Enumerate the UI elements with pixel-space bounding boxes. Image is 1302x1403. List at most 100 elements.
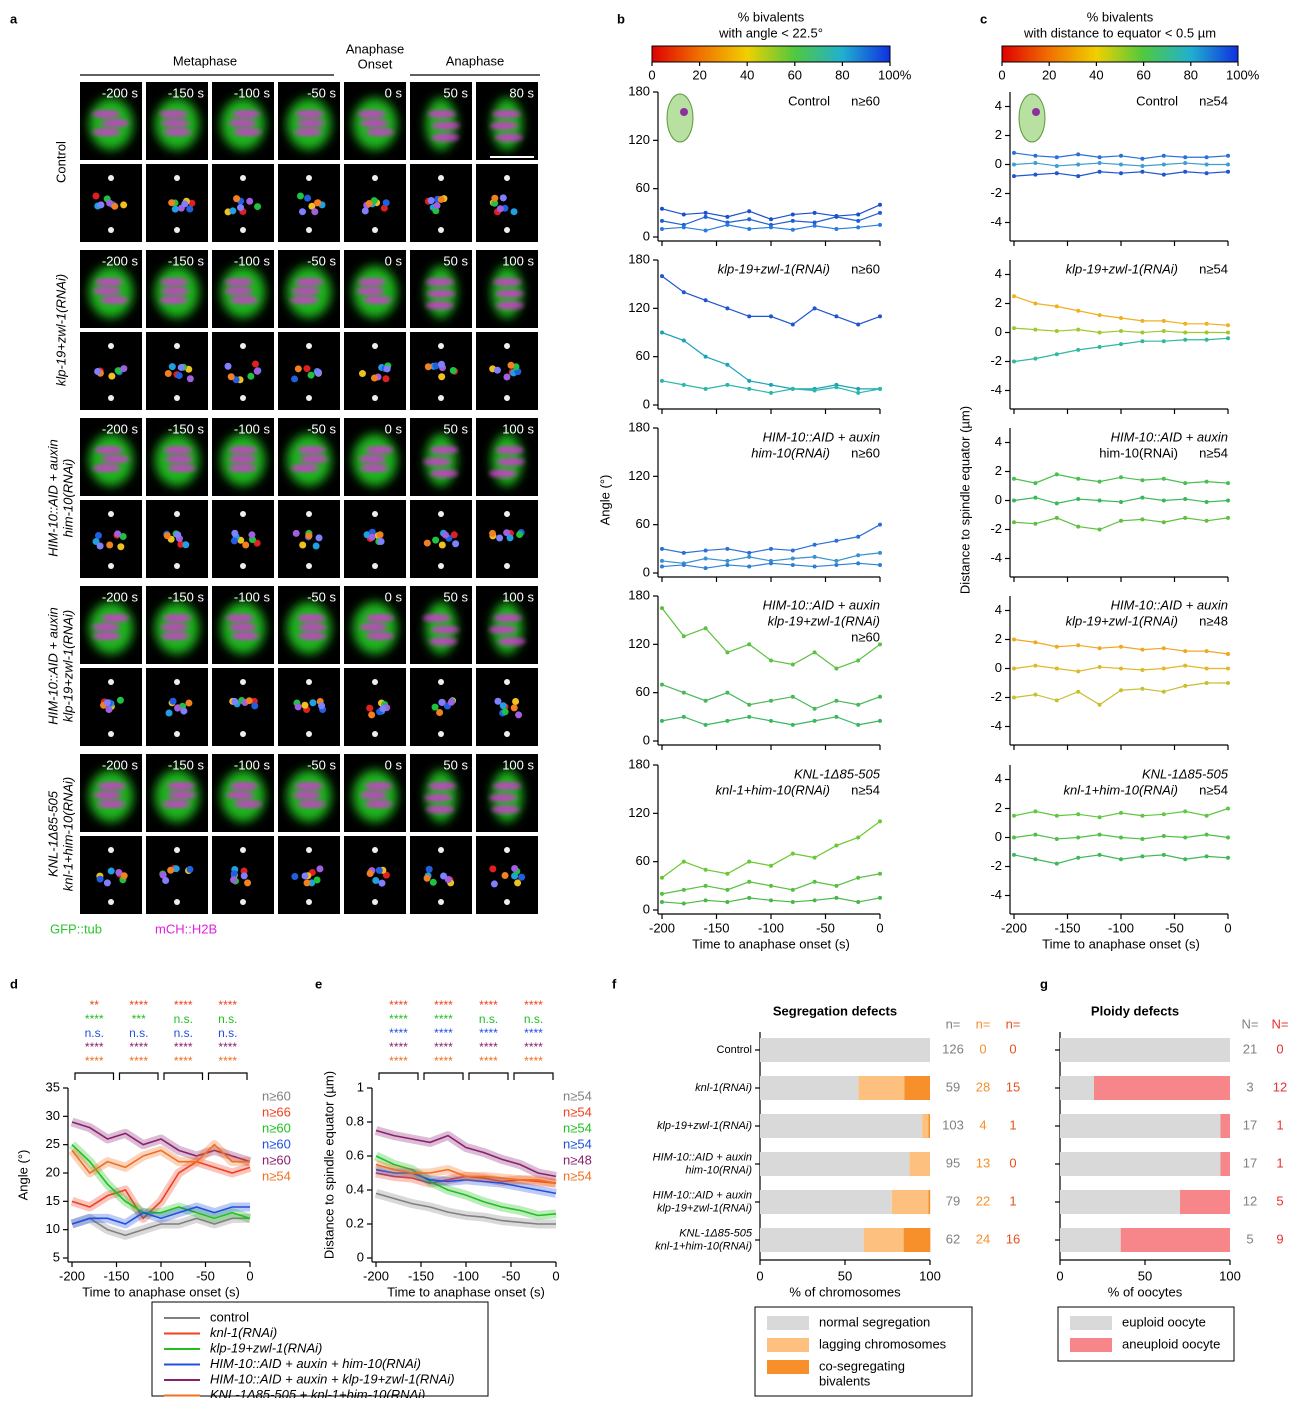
time-label: -150 s [168,85,205,100]
bracket [207,1072,248,1080]
chromosome [233,128,262,136]
column-group: Anaphase [446,53,505,68]
chromosome [224,278,253,286]
data-point [812,855,817,860]
data-point [1140,330,1145,335]
data-point [1054,171,1059,176]
pole [306,679,312,685]
chromosome [424,793,453,802]
data-point [1076,347,1081,352]
bivalent [507,361,515,369]
bivalent [432,362,440,370]
data-point [1097,161,1102,166]
time-label: 50 s [443,757,468,772]
data-point [769,561,773,566]
significance-label: **** [129,1054,148,1068]
data-point [1097,498,1102,503]
y-tick-label: 4 [995,98,1002,113]
bivalent [449,366,457,374]
data-point [681,887,686,892]
bar-segment [1060,1152,1221,1176]
significance-label: **** [85,1012,104,1026]
y-tick-label: -4 [990,214,1002,229]
n-label: n≥66 [262,1104,291,1119]
bracket [468,1072,509,1080]
significance-label: **** [389,1026,408,1040]
bivalent [499,194,507,202]
series-line [661,820,881,879]
bivalent [164,370,172,378]
y-tick-label: 120 [628,132,650,147]
data-point [681,901,686,906]
bivalent [94,368,102,376]
y-tick-label: 4 [995,434,1002,449]
data-point [1183,835,1188,840]
data-point [1226,855,1230,860]
data-point [1183,809,1188,814]
bivalent [114,530,122,538]
pole [372,731,378,737]
data-point [878,222,882,227]
chromosome [92,464,121,472]
data-point [1226,323,1230,328]
data-point [1183,321,1188,326]
n-header: n= [976,1016,991,1031]
data-point [1076,497,1081,502]
n-label: n≥60 [851,93,880,108]
data-point [703,722,708,727]
bivalent [247,372,255,380]
bivalent [185,365,193,373]
chromosome [162,800,191,808]
data-point [769,883,773,888]
data-point [878,202,882,207]
significance-label: **** [389,1040,408,1054]
data-point [1054,304,1059,309]
data-point [1161,812,1166,817]
n-value: 28 [976,1079,990,1094]
legend-label: klp-19+zwl-1(RNAi) [210,1340,322,1355]
colorbar-title: % bivalents [1087,9,1154,24]
bivalent [311,208,319,216]
bivalent [301,872,309,880]
bivalent [358,370,366,378]
y-tick-label: 2 [995,631,1002,646]
data-point [1076,689,1081,694]
chromosome [166,782,195,790]
n-label: n≥54 [563,1104,592,1119]
data-point [856,899,861,904]
y-tick-label: 0.8 [346,1113,364,1128]
bivalent [291,375,299,383]
data-point [1161,498,1166,503]
legend-label: normal segregation [819,1314,930,1329]
chromosome [423,457,452,466]
n-label: n≥60 [262,1120,291,1135]
chromosome [360,464,389,472]
pole [504,899,510,905]
annotation: klp-19+zwl-1(RNAi) [768,613,880,628]
pole [438,731,444,737]
bivalent [304,194,312,202]
data-point [834,883,839,888]
significance-label: *** [132,1012,146,1026]
panel-label: a [10,11,18,26]
spindle-icon [1018,93,1046,143]
bivalent [177,363,185,371]
y-tick-label: 180 [628,251,650,266]
annotation: him-10(RNAi) [751,445,830,460]
data-point [681,382,686,387]
chromosome [295,110,324,118]
y-tick-label: 0.6 [346,1147,364,1162]
x-tick-label: -100 [1108,920,1134,935]
data-point [747,226,752,231]
chromosome [225,614,254,622]
y-tick-label: -4 [990,382,1002,397]
data-point [725,718,730,723]
chromosome [92,128,121,136]
data-point [703,556,708,561]
bivalent [251,702,259,710]
significance-label: **** [479,1026,498,1040]
time-label: -150 s [168,421,205,436]
pole [174,899,180,905]
bar-segment [760,1038,930,1062]
bivalent [440,872,448,880]
